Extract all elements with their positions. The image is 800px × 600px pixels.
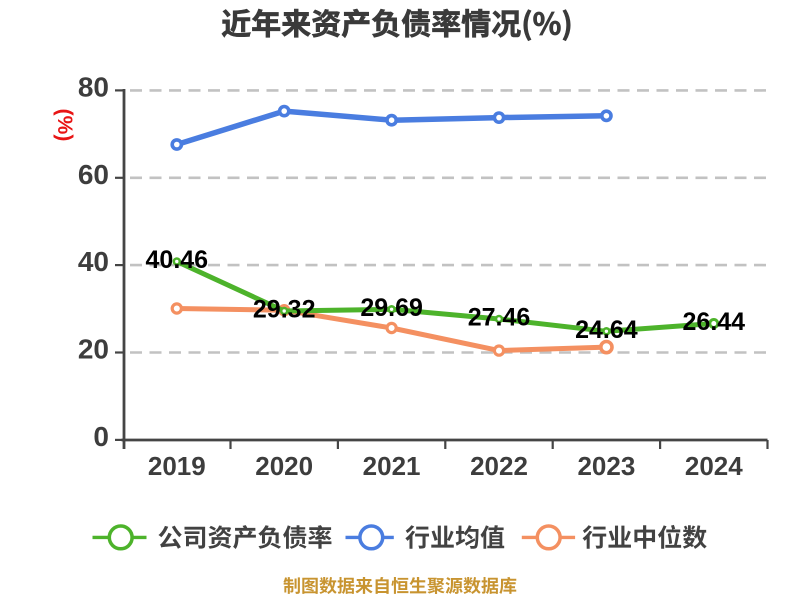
svg-text:40: 40 — [78, 246, 109, 277]
svg-text:2022: 2022 — [470, 451, 528, 481]
svg-text:29.69: 29.69 — [360, 294, 423, 322]
svg-text:29.32: 29.32 — [253, 296, 316, 324]
svg-text:(%): (%) — [53, 109, 76, 142]
svg-text:2019: 2019 — [148, 451, 206, 481]
svg-text:20: 20 — [78, 334, 109, 365]
svg-text:26.44: 26.44 — [683, 308, 746, 336]
svg-text:2020: 2020 — [255, 451, 313, 481]
svg-text:60: 60 — [78, 159, 109, 190]
svg-text:0: 0 — [93, 421, 109, 452]
svg-text:80: 80 — [78, 71, 109, 102]
svg-text:27.46: 27.46 — [468, 304, 531, 332]
svg-text:2023: 2023 — [577, 451, 635, 481]
svg-text:2021: 2021 — [363, 451, 421, 481]
svg-text:40.46: 40.46 — [146, 246, 209, 274]
svg-text:2024: 2024 — [685, 451, 743, 481]
svg-text:24.64: 24.64 — [575, 316, 638, 344]
